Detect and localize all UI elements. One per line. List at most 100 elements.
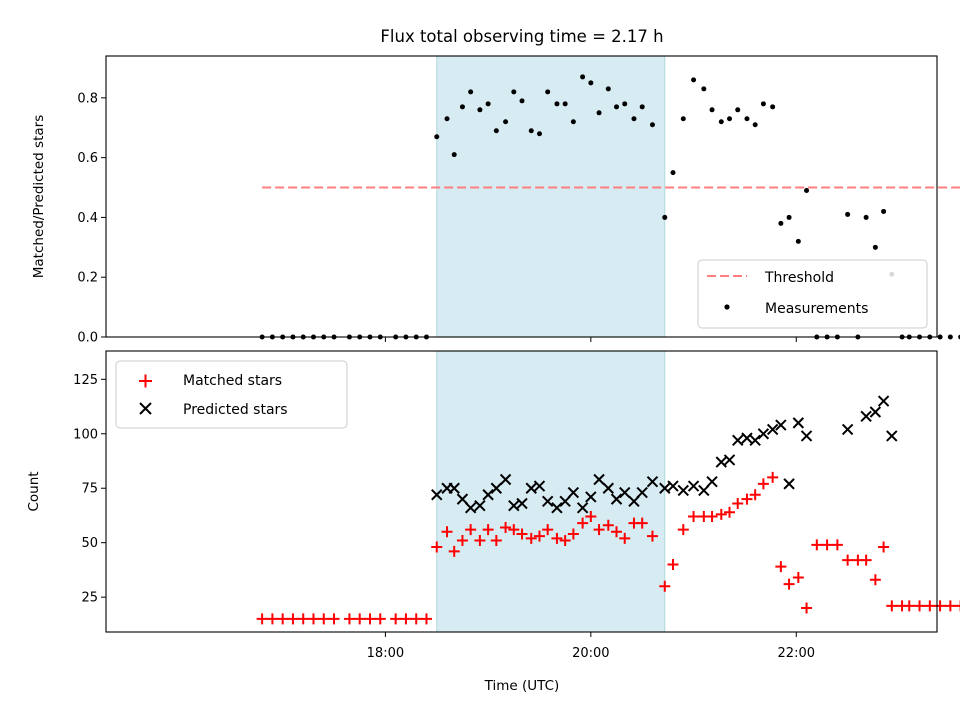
legend-predicted-swatch — [139, 402, 152, 415]
measurement-point — [545, 89, 551, 95]
top-panel: 0.00.20.40.60.8 Matched/Predicted stars … — [31, 55, 960, 346]
matched-star-point — [516, 528, 528, 540]
y-tick-label: 75 — [81, 482, 98, 497]
predicted-star-point — [593, 473, 605, 486]
x-tick-label: 18:00 — [367, 646, 404, 661]
predicted-star-point — [659, 482, 671, 494]
predicted-star-point — [646, 475, 659, 488]
predicted-star-point — [533, 480, 546, 492]
predicted-star-point — [585, 491, 597, 503]
predicted-star-point — [792, 417, 805, 429]
predicted-star-point — [490, 482, 503, 494]
measurement-point — [727, 116, 733, 122]
legend-matched-label: Matched stars — [183, 373, 282, 389]
y-tick-label: 0.0 — [77, 331, 98, 346]
predicted-star-point — [619, 486, 631, 499]
predicted-star-point — [448, 482, 460, 494]
matched-star-point — [500, 521, 512, 533]
measurement-point — [718, 119, 724, 125]
predicted-star-point — [886, 430, 898, 442]
matched-star-point — [364, 613, 376, 625]
predicted-star-point — [464, 502, 477, 514]
predicted-star-point — [474, 499, 486, 512]
bottom-axes-frame — [105, 350, 938, 633]
measurement-point — [614, 104, 620, 110]
predicted-star-point — [766, 423, 779, 436]
measurement-point — [937, 334, 943, 340]
measurement-point — [554, 101, 560, 107]
matched-star-point — [374, 613, 386, 625]
matched-star-point — [525, 532, 537, 544]
y-tick-label: 25 — [81, 591, 98, 606]
y-tick-label: 100 — [73, 427, 98, 442]
matched-star-point — [559, 535, 571, 547]
measurement-point — [752, 122, 758, 128]
legend-measurements-label: Measurements — [765, 301, 868, 317]
measurement-point — [570, 119, 576, 125]
bottom-legend: Matched stars Predicted stars — [115, 360, 348, 429]
predicted-star-point — [677, 484, 689, 497]
predicted-star-point — [610, 493, 623, 505]
predicted-star-point — [667, 480, 679, 492]
measurement-point — [670, 170, 676, 176]
matched-star-point — [256, 613, 268, 625]
y-tick-label: 0.2 — [77, 271, 98, 286]
predicted-star-point — [516, 497, 528, 510]
matched-star-point — [602, 519, 614, 531]
predicted-star-point — [499, 473, 512, 486]
measurement-point — [631, 116, 637, 122]
predicted-star-point — [841, 423, 854, 436]
measurement-point — [451, 152, 457, 158]
predicted-star-point — [628, 495, 640, 508]
matched-star-point — [811, 539, 823, 551]
predicted-star-point — [741, 432, 753, 444]
matched-star-point — [297, 613, 309, 625]
measurement-point — [562, 101, 568, 107]
matched-star-point — [390, 613, 402, 625]
matched-star-point — [924, 600, 936, 612]
matched-star-point — [842, 554, 854, 566]
measurement-point — [680, 116, 686, 122]
measurement-point — [503, 119, 509, 125]
matched-star-point — [677, 524, 689, 536]
predicted-star-point — [431, 489, 443, 501]
matched-star-point — [474, 535, 486, 547]
y-tick-label: 0.4 — [77, 211, 98, 226]
matched-star-point — [659, 580, 671, 592]
matched-star-point — [441, 526, 453, 538]
matched-star-point — [287, 613, 299, 625]
matched-star-point — [724, 506, 736, 518]
matched-star-point — [448, 545, 460, 557]
measurement-point — [662, 214, 668, 220]
predicted-star-point — [775, 419, 787, 431]
matched-star-point — [490, 535, 502, 547]
predicted-star-point — [482, 489, 494, 501]
predicted-star-point — [715, 456, 727, 468]
matched-star-point — [456, 535, 468, 547]
observing-window-shade — [436, 55, 666, 338]
matched-star-point — [619, 532, 631, 544]
matched-star-point — [567, 528, 579, 540]
measurement-point — [596, 110, 602, 116]
matched-star-point — [732, 497, 744, 509]
measurement-point — [786, 214, 792, 220]
top-y-axis-label: Matched/Predicted stars — [31, 115, 47, 278]
predicted-stars-series — [431, 395, 898, 514]
predicted-star-point — [541, 495, 554, 508]
matched-star-point — [277, 613, 289, 625]
measurement-point — [444, 116, 450, 122]
measurement-point — [605, 86, 611, 92]
bottom-y-ticks: 25 50 75 100 125 — [73, 373, 106, 606]
predicted-star-point — [757, 428, 770, 440]
matched-star-point — [343, 613, 355, 625]
predicted-star-point — [567, 486, 580, 499]
matched-star-point — [831, 539, 843, 551]
matched-star-point — [749, 489, 761, 501]
legend-measurements-swatch — [724, 304, 730, 310]
matched-star-point — [318, 613, 330, 625]
matched-star-point — [482, 524, 494, 536]
legend-threshold-label: Threshold — [764, 270, 834, 286]
predicted-star-point — [877, 395, 890, 407]
